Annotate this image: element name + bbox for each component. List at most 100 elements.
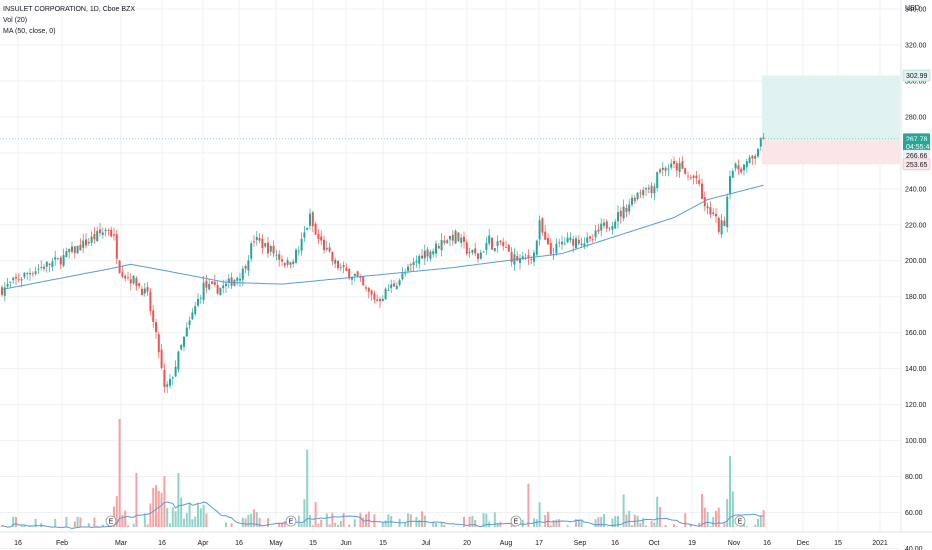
volume-bar bbox=[415, 516, 418, 527]
candle-body bbox=[544, 231, 547, 240]
volume-bar bbox=[121, 515, 124, 527]
volume-bar bbox=[600, 516, 603, 527]
volume-bar bbox=[373, 514, 376, 527]
price-tag-label: 302.99 bbox=[906, 73, 928, 80]
candle-body bbox=[701, 183, 703, 199]
volume-indicator-label[interactable]: Vol (20) bbox=[3, 17, 28, 24]
candle-body bbox=[269, 246, 272, 252]
candle-body bbox=[356, 271, 359, 277]
volume-bar bbox=[328, 524, 331, 527]
volume-bar bbox=[496, 523, 499, 527]
candle-body bbox=[331, 251, 334, 262]
time-axis[interactable]: 16 Feb Mar 16 Apr 16 May 15 Jun 15 Jul 20 Aug 17 Sep 16… bbox=[0, 531, 932, 547]
candle-body bbox=[328, 247, 331, 252]
candle-body bbox=[633, 197, 636, 202]
candle-body bbox=[362, 276, 365, 286]
volume-bar bbox=[197, 503, 199, 527]
volume-bar bbox=[163, 476, 166, 527]
volume-bar bbox=[642, 517, 645, 527]
ma-indicator-label[interactable]: MA (50, close, 0) bbox=[3, 28, 56, 35]
volume-bar bbox=[723, 523, 726, 527]
volume-bar bbox=[253, 509, 255, 527]
volume-bar bbox=[250, 513, 253, 527]
candle-body bbox=[726, 196, 729, 228]
volume-bar bbox=[527, 483, 530, 527]
candle-body bbox=[205, 280, 208, 288]
volume-bar bbox=[118, 418, 121, 527]
candle-body bbox=[443, 240, 446, 243]
price-tag-label: 253.65 bbox=[906, 162, 928, 169]
candle-body bbox=[93, 234, 96, 240]
volume-bar bbox=[541, 526, 544, 527]
volume-bar bbox=[656, 496, 659, 527]
volume-bar bbox=[603, 513, 605, 527]
candle-body bbox=[488, 235, 491, 244]
candle-body bbox=[762, 137, 765, 139]
candle-body bbox=[222, 285, 225, 289]
volume-bar bbox=[538, 502, 541, 527]
price-axis[interactable]: USD340.00320.00300.00280.00260.00240.002… bbox=[900, 0, 927, 550]
volume-bar bbox=[320, 519, 323, 527]
candle-body bbox=[289, 262, 292, 265]
candle-body bbox=[185, 327, 188, 337]
volume-bar bbox=[15, 516, 17, 527]
candle-body bbox=[71, 246, 73, 252]
candle-body bbox=[9, 281, 12, 283]
earnings-marker[interactable] bbox=[734, 515, 746, 527]
candle-body bbox=[253, 241, 255, 243]
volume-bar bbox=[698, 522, 701, 527]
volume-bar bbox=[297, 515, 300, 527]
volume-bar bbox=[653, 522, 656, 527]
volume-bar bbox=[729, 455, 731, 527]
candle-body bbox=[166, 384, 169, 387]
volume-bar bbox=[513, 525, 516, 527]
earnings-marker[interactable] bbox=[105, 515, 117, 527]
candle-body bbox=[678, 162, 681, 173]
volume-bar bbox=[659, 507, 661, 527]
candle-body bbox=[555, 243, 558, 254]
volume-bar bbox=[743, 523, 745, 527]
volume-bar bbox=[65, 516, 68, 527]
candle-body bbox=[485, 242, 488, 250]
volume-bars bbox=[1, 418, 765, 527]
volume-bar bbox=[384, 520, 387, 527]
earnings-marker[interactable] bbox=[285, 515, 297, 527]
price-tick-label: 240.00 bbox=[905, 186, 927, 193]
candle-body bbox=[670, 163, 673, 168]
volume-bar bbox=[283, 521, 286, 527]
candle-body bbox=[34, 271, 37, 274]
volume-bar bbox=[152, 487, 155, 527]
earnings-marker[interactable] bbox=[510, 515, 522, 527]
candle-body bbox=[37, 268, 40, 270]
candle-body bbox=[642, 189, 645, 196]
candle-body bbox=[90, 236, 93, 243]
price-tick-label: 320.00 bbox=[905, 42, 927, 49]
volume-bar bbox=[673, 524, 675, 527]
time-tick-label: May bbox=[269, 540, 283, 547]
volume-bar bbox=[421, 511, 423, 527]
symbol-title[interactable]: INSULET CORPORATION, 1D, Cboe BZX bbox=[3, 6, 135, 13]
candle-body bbox=[454, 230, 457, 244]
candle-body bbox=[169, 378, 171, 386]
candle-body bbox=[558, 242, 561, 244]
volume-bar bbox=[614, 516, 617, 527]
volume-bar bbox=[300, 523, 303, 527]
candle-body bbox=[334, 259, 337, 264]
candlesticks bbox=[1, 133, 765, 394]
candle-body bbox=[759, 138, 762, 147]
candle-body bbox=[351, 277, 353, 280]
volume-bar bbox=[348, 524, 351, 527]
candle-body bbox=[216, 284, 219, 294]
volume-bar bbox=[625, 514, 628, 527]
volume-bar bbox=[202, 504, 205, 527]
candle-body bbox=[320, 236, 323, 241]
time-tick-label: Aug bbox=[500, 540, 513, 547]
price-tick-label: 200.00 bbox=[905, 258, 927, 265]
candle-body bbox=[152, 310, 155, 322]
price-tag bbox=[903, 141, 930, 153]
candle-body bbox=[211, 281, 213, 284]
volume-bar bbox=[440, 522, 443, 527]
candle-body bbox=[482, 251, 485, 253]
